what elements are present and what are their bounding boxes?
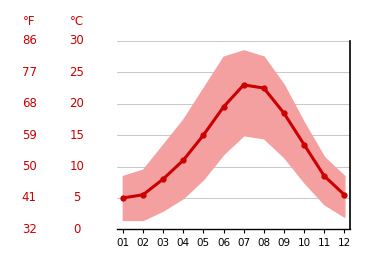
Text: 32: 32 [22, 223, 36, 236]
Text: 59: 59 [22, 129, 36, 142]
Text: 10: 10 [69, 160, 84, 173]
Text: 86: 86 [22, 34, 36, 48]
Text: 41: 41 [22, 191, 37, 204]
Text: 77: 77 [22, 66, 37, 79]
Text: 25: 25 [69, 66, 84, 79]
Text: 50: 50 [22, 160, 36, 173]
Text: 30: 30 [69, 34, 84, 48]
Text: 68: 68 [22, 97, 36, 110]
Text: 5: 5 [73, 191, 80, 204]
Text: 0: 0 [73, 223, 80, 236]
Text: 15: 15 [69, 129, 84, 142]
Text: °C: °C [70, 15, 84, 28]
Text: 20: 20 [69, 97, 84, 110]
Text: °F: °F [23, 15, 35, 28]
